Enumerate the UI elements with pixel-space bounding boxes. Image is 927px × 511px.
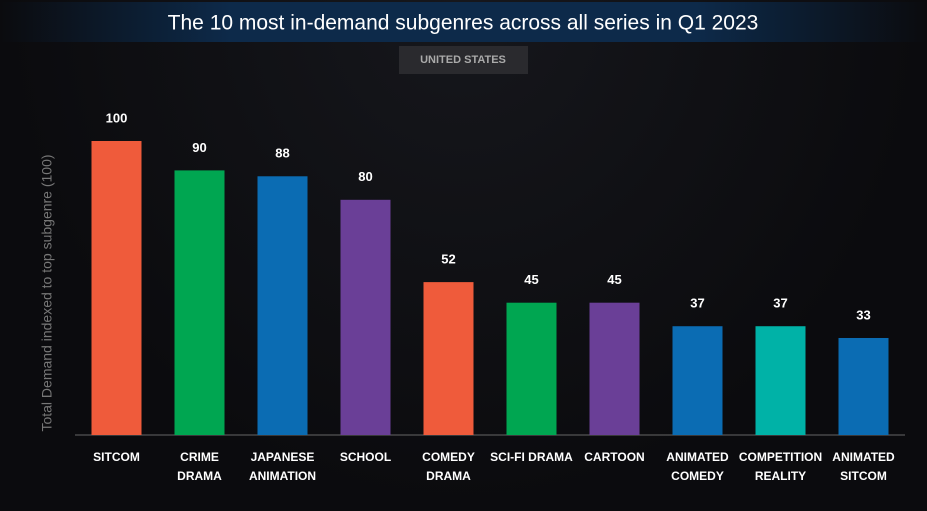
bar — [257, 176, 308, 435]
bar — [506, 302, 557, 435]
bar — [340, 199, 391, 435]
y-axis-label: Total Demand indexed to top subgenre (10… — [39, 154, 55, 431]
bar — [91, 141, 142, 435]
x-tick-label: SCHOOL — [339, 450, 392, 464]
value-label: 80 — [358, 169, 372, 184]
bar — [672, 326, 723, 435]
value-label: 45 — [607, 272, 621, 287]
x-tick-label: COMPETITION REALITY — [738, 450, 823, 483]
bar — [174, 170, 225, 435]
value-label: 37 — [773, 296, 787, 311]
x-tick-label: CARTOON — [584, 450, 645, 464]
x-tick-label: SCI-FI DRAMA — [490, 450, 573, 464]
value-label: 100 — [106, 110, 128, 125]
value-label: 90 — [192, 140, 206, 155]
bar — [589, 302, 640, 435]
value-label: 88 — [275, 146, 289, 161]
x-tick-label: ANIMATED COMEDY — [666, 450, 729, 483]
x-tick-label: JAPANESE ANIMATION — [248, 450, 317, 483]
x-tick-label: SITCOM — [93, 450, 140, 464]
bar — [838, 337, 889, 435]
value-label: 37 — [690, 296, 704, 311]
bar — [423, 282, 474, 435]
chart-title: The 10 most in-demand subgenres across a… — [168, 12, 759, 35]
title-band — [0, 2, 927, 42]
subtitle: UNITED STATES — [420, 54, 506, 66]
value-label: 52 — [441, 252, 455, 267]
value-label: 33 — [856, 307, 870, 322]
x-tick-label: ANIMATED SITCOM — [832, 450, 895, 483]
x-tick-label: CRIME DRAMA — [177, 450, 222, 483]
x-tick-label: COMEDY DRAMA — [422, 450, 475, 483]
bar — [755, 326, 806, 435]
subtitle-box — [399, 46, 528, 74]
value-label: 45 — [524, 272, 538, 287]
